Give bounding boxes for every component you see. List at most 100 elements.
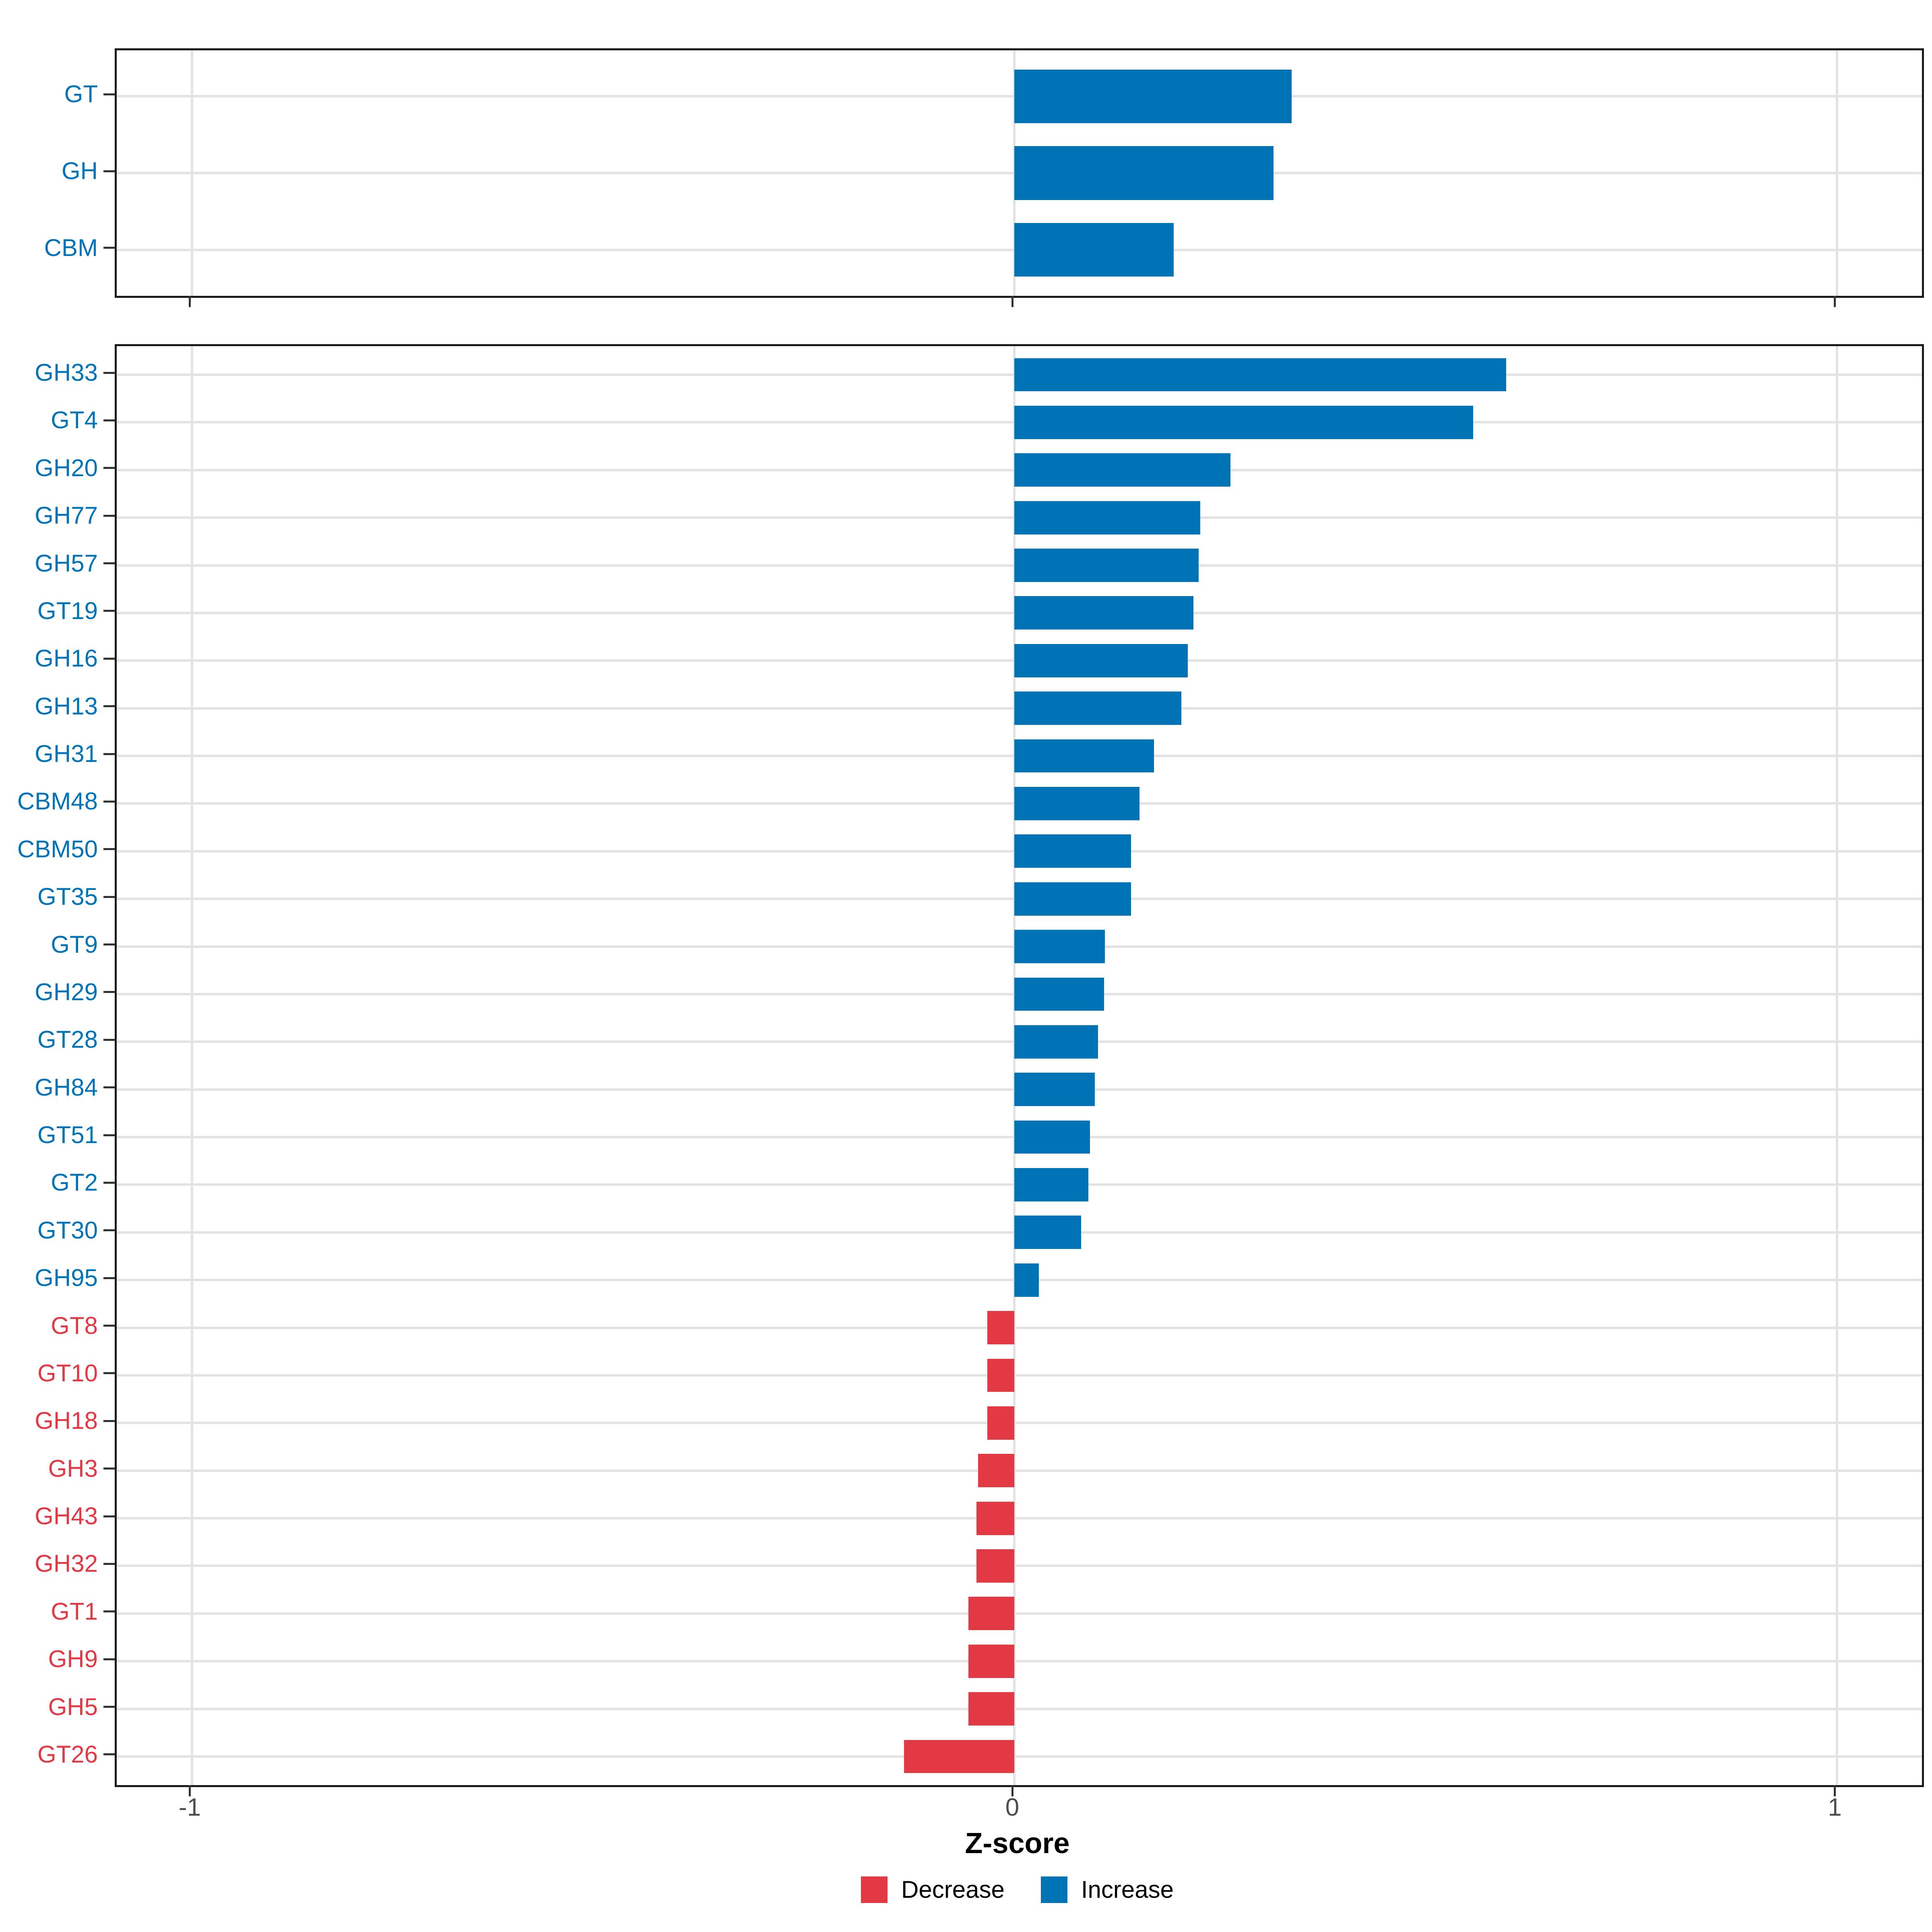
gridline-x-1 (190, 346, 193, 1785)
y-axis-tick (103, 610, 115, 612)
bar-gt8 (987, 1311, 1014, 1344)
gridline-row-gh32 (117, 1565, 1922, 1567)
category-label-gt28: GT28 (37, 1026, 98, 1053)
y-axis-tick (103, 93, 115, 95)
y-axis-tick (103, 1325, 115, 1327)
bar-gt30 (1014, 1216, 1081, 1249)
category-label-gt2: GT2 (51, 1169, 98, 1196)
category-label-gh33: GH33 (35, 359, 98, 386)
legend-key-increase (1040, 1876, 1067, 1903)
x-axis-title: Z-score (965, 1827, 1070, 1860)
category-label-gt30: GT30 (37, 1216, 98, 1244)
bar-gh3 (978, 1454, 1014, 1488)
x-axis-tick (1011, 1785, 1013, 1796)
gridline-row-gh43 (117, 1517, 1922, 1520)
bar-gt26 (904, 1740, 1014, 1773)
category-label-cbm50: CBM50 (17, 835, 98, 863)
category-label-gt8: GT8 (51, 1312, 98, 1339)
bar-gh43 (976, 1501, 1014, 1535)
y-axis-tick (103, 657, 115, 660)
category-label-gt51: GT51 (37, 1121, 98, 1149)
category-label-cbm: CBM (44, 234, 98, 261)
x-axis-tick (1834, 1785, 1836, 1796)
x-tick-label--1: -1 (178, 1794, 201, 1821)
y-axis-tick (103, 170, 115, 172)
bar-cbm50 (1014, 834, 1131, 868)
y-axis-tick (103, 753, 115, 755)
gridline-row-gh18 (117, 1422, 1922, 1424)
bar-gt4 (1014, 405, 1474, 439)
bar-gh57 (1014, 549, 1199, 582)
category-label-gh16: GH16 (35, 645, 98, 672)
bar-cbm (1014, 223, 1174, 277)
y-axis-tick (103, 1181, 115, 1184)
category-label-gt35: GT35 (37, 883, 98, 910)
category-label-gh29: GH29 (35, 978, 98, 1005)
bar-gt1 (968, 1597, 1014, 1631)
category-label-gh95: GH95 (35, 1264, 98, 1292)
y-axis-tick (103, 896, 115, 898)
bar-gt10 (987, 1358, 1014, 1392)
category-label-gh43: GH43 (35, 1503, 98, 1530)
y-axis-tick (103, 467, 115, 469)
legend-label-decrease: Decrease (901, 1876, 1005, 1903)
legend-key-decrease (861, 1876, 888, 1903)
bar-gh5 (968, 1692, 1014, 1726)
gridline-x0 (1013, 346, 1016, 1785)
bar-gt (1014, 69, 1292, 124)
bar-gh (1014, 146, 1274, 200)
y-axis-tick (103, 991, 115, 993)
category-label-gh5: GH5 (48, 1693, 98, 1720)
x-tick-label-1: 1 (1828, 1794, 1842, 1821)
category-label-gh31: GH31 (35, 740, 98, 768)
y-axis-tick (103, 1038, 115, 1041)
category-label-gh: GH (62, 157, 98, 184)
category-label-gt4: GT4 (51, 407, 98, 434)
bar-gt19 (1014, 596, 1194, 630)
y-axis-tick (103, 705, 115, 708)
bar-gt2 (1014, 1168, 1088, 1201)
bar-gt9 (1014, 930, 1105, 963)
legend-item-increase: Increase (1040, 1876, 1174, 1903)
gridline-row-gt1 (117, 1612, 1922, 1615)
gridline-row-gh9 (117, 1660, 1922, 1663)
category-label-gh3: GH3 (48, 1455, 98, 1482)
y-axis-tick (103, 943, 115, 946)
y-axis-tick (103, 1610, 115, 1613)
legend-label-increase: Increase (1081, 1876, 1174, 1903)
gridline-row-gt10 (117, 1374, 1922, 1377)
bar-cbm48 (1014, 786, 1139, 820)
bar-gh9 (968, 1644, 1014, 1678)
category-label-gt19: GT19 (37, 597, 98, 624)
gridline-row-gh3 (117, 1469, 1922, 1472)
y-axis-tick (103, 1563, 115, 1565)
legend: Decrease Increase (115, 1876, 1920, 1903)
category-label-gt1: GT1 (51, 1598, 98, 1625)
bar-gt35 (1014, 882, 1131, 916)
bar-gh84 (1014, 1073, 1095, 1106)
y-axis-tick (103, 1372, 115, 1375)
y-axis-tick (103, 514, 115, 517)
y-axis-tick (103, 1515, 115, 1517)
gridline-row-gh5 (117, 1707, 1922, 1710)
y-axis-tick (103, 800, 115, 803)
category-label-cbm48: CBM48 (17, 788, 98, 815)
y-axis-tick (103, 848, 115, 850)
x-tick-label-0: 0 (1005, 1794, 1020, 1821)
legend-item-decrease: Decrease (861, 1876, 1005, 1903)
y-axis-tick (103, 1658, 115, 1660)
x-axis-tick (1011, 296, 1013, 307)
category-label-gt10: GT10 (37, 1359, 98, 1387)
gridline-row-gt8 (117, 1326, 1922, 1329)
category-label-gh18: GH18 (35, 1407, 98, 1435)
bar-gt28 (1014, 1025, 1098, 1059)
bar-gh33 (1014, 358, 1506, 392)
y-axis-tick (103, 1468, 115, 1470)
category-label-gh84: GH84 (35, 1073, 98, 1101)
x-axis-tick (1834, 296, 1836, 307)
x-axis-tick (189, 296, 191, 307)
category-label-gh9: GH9 (48, 1645, 98, 1673)
y-axis-tick (103, 1753, 115, 1756)
bar-gh20 (1014, 453, 1231, 487)
